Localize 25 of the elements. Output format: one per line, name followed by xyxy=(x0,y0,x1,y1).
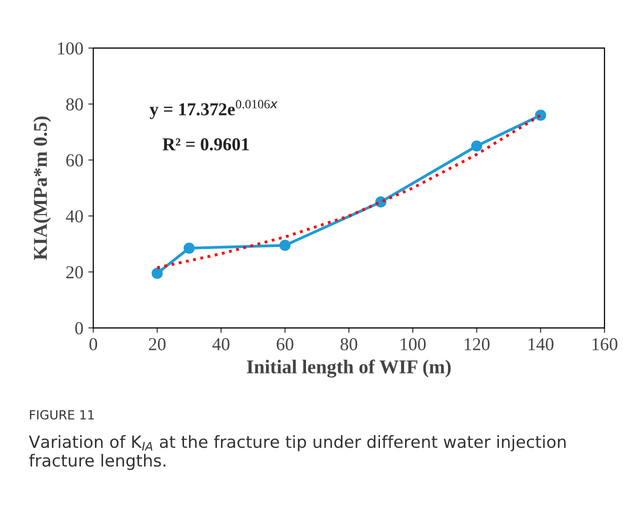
y-tick-label: 20 xyxy=(66,266,83,278)
x-tick-label: 0 xyxy=(89,338,98,350)
x-tick-label: 60 xyxy=(276,338,294,350)
x-tick-label: 80 xyxy=(340,338,358,350)
x-tick-label: 40 xyxy=(212,338,230,350)
x-tick-label: 160 xyxy=(592,338,618,350)
caption: FIGURE 11 xyxy=(30,410,94,420)
y-tick-label: 0 xyxy=(75,322,83,334)
x-tick-label: 100 xyxy=(400,338,426,350)
point xyxy=(471,140,482,152)
y-tick-label: 100 xyxy=(58,42,83,55)
x-axis-title: Initial length of WIF (m) xyxy=(246,360,451,378)
annotation: R² = 0.9601 xyxy=(162,138,249,150)
annotation: y = 17.372e$^{0.0106x}$ xyxy=(150,100,278,120)
x-tick-label: 120 xyxy=(464,338,490,350)
point xyxy=(184,242,195,254)
y-tick-label: 60 xyxy=(66,154,83,166)
y-tick-label: 80 xyxy=(66,98,83,110)
point xyxy=(152,268,163,279)
x-tick-label: 20 xyxy=(148,338,166,350)
text: Variation of K$_{IA}$ at the fracture tip under different water injection fracture lengths. xyxy=(28,435,566,470)
point xyxy=(279,240,291,251)
y-tick-label: 40 xyxy=(66,210,83,222)
x-tick-label: 140 xyxy=(528,338,554,350)
y-axis-title: KIA(MPa*m 0.5) xyxy=(33,116,51,260)
